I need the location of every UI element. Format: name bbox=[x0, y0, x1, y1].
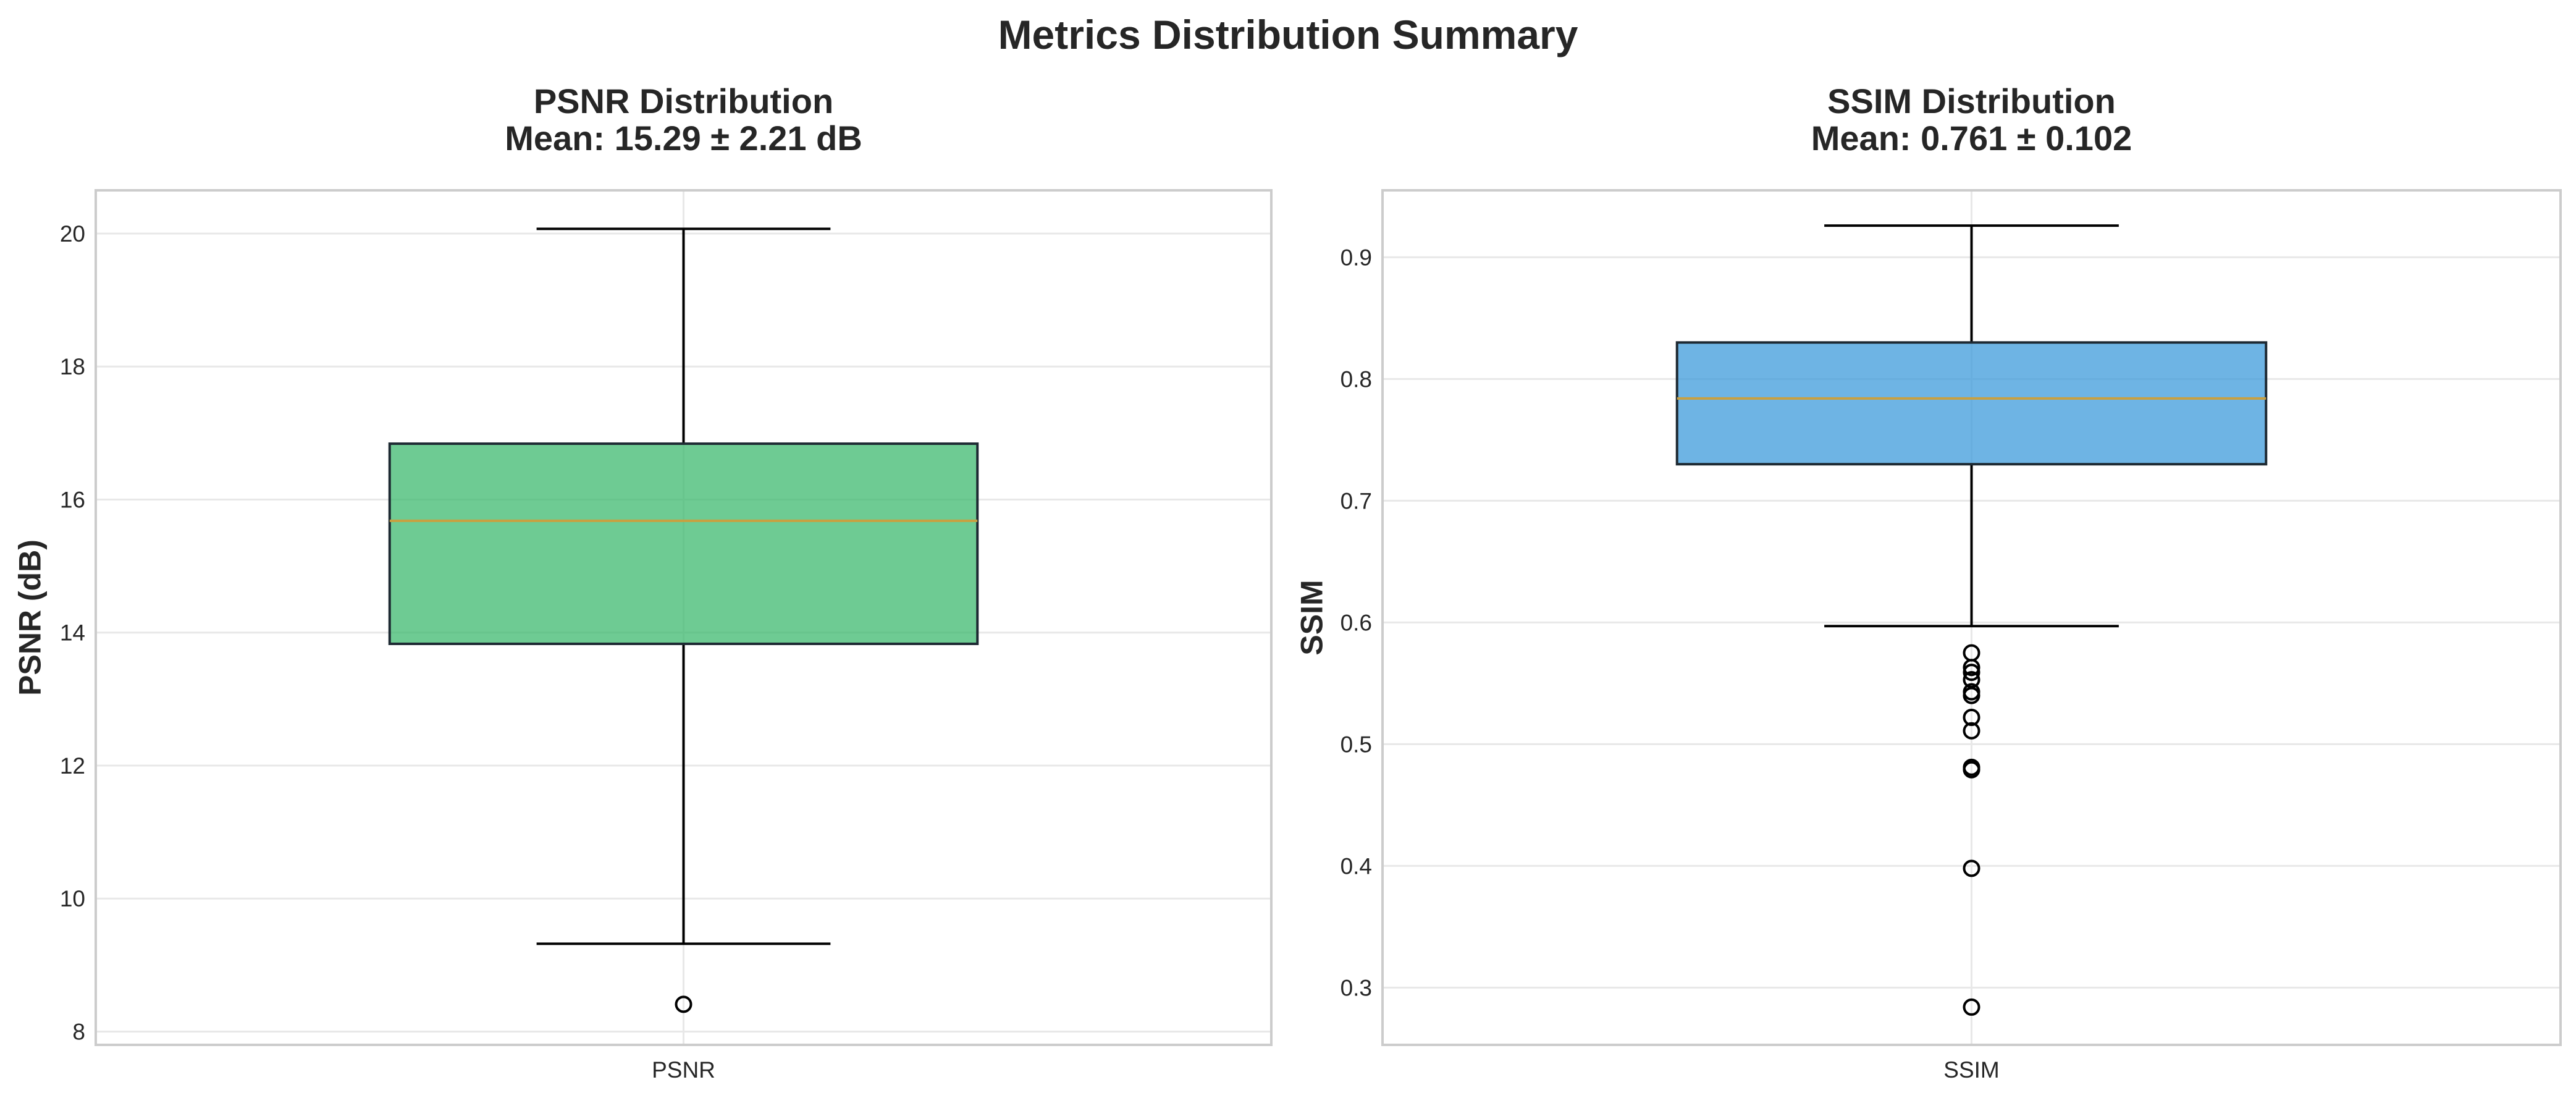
psnr-panel-title: PSNR Distribution bbox=[534, 82, 833, 120]
ssim-outlier-point bbox=[1963, 722, 1980, 740]
psnr-box bbox=[388, 442, 979, 646]
psnr-plot-frame bbox=[95, 189, 1273, 1046]
figure-suptitle: Metrics Distribution Summary bbox=[998, 12, 1578, 57]
ssim-outlier-point bbox=[1963, 998, 1980, 1016]
ssim-outlier-point bbox=[1963, 761, 1980, 779]
psnr-boxplot-panel: 8 10 12 14 16 18 20 PSNR PSNR (dB) PSNR Distribut… bbox=[13, 82, 1273, 1083]
psnr-y-tick-label: 12 bbox=[60, 753, 85, 779]
ssim-outlier-point bbox=[1963, 686, 1980, 704]
ssim-outlier-point bbox=[1963, 709, 1980, 727]
psnr-y-axis-label: PSNR (dB) bbox=[13, 539, 48, 696]
ssim-outlier-point bbox=[1963, 859, 1980, 877]
psnr-y-tick-label: 10 bbox=[60, 886, 85, 911]
psnr-outlier-point bbox=[675, 995, 692, 1013]
psnr-panel-subtitle: Mean: 15.29 ± 2.21 dB bbox=[505, 119, 862, 158]
psnr-y-tick-label: 14 bbox=[60, 620, 85, 646]
ssim-y-tick-label: 0.7 bbox=[1341, 488, 1372, 513]
ssim-outlier-point bbox=[1963, 664, 1980, 682]
ssim-x-tick-label: SSIM bbox=[1943, 1057, 1999, 1083]
ssim-boxplot-panel: 0.3 0.4 0.5 0.6 0.7 0.8 0.9 SSIM SSIM SSIM Distri… bbox=[1295, 82, 2562, 1083]
psnr-y-tick-label: 16 bbox=[60, 487, 85, 512]
ssim-box bbox=[1675, 341, 2268, 466]
ssim-y-tick-label: 0.8 bbox=[1341, 366, 1372, 392]
psnr-y-tick-label: 18 bbox=[60, 354, 85, 379]
ssim-plot-frame bbox=[1381, 189, 2562, 1046]
ssim-y-tick-label: 0.9 bbox=[1341, 245, 1372, 270]
ssim-panel-title: SSIM Distribution bbox=[1827, 82, 2116, 120]
ssim-outlier-point bbox=[1963, 659, 1980, 677]
ssim-y-tick-label: 0.6 bbox=[1341, 610, 1372, 635]
psnr-x-tick-label: PSNR bbox=[652, 1057, 715, 1083]
psnr-y-tick-label: 20 bbox=[60, 221, 85, 247]
psnr-y-tick-label: 8 bbox=[72, 1019, 85, 1044]
ssim-panel-subtitle: Mean: 0.761 ± 0.102 bbox=[1811, 119, 2132, 158]
ssim-y-axis-label: SSIM bbox=[1295, 580, 1329, 655]
ssim-y-tick-label: 0.4 bbox=[1341, 853, 1372, 879]
ssim-y-tick-label: 0.3 bbox=[1341, 975, 1372, 1000]
ssim-y-tick-label: 0.5 bbox=[1341, 732, 1372, 757]
